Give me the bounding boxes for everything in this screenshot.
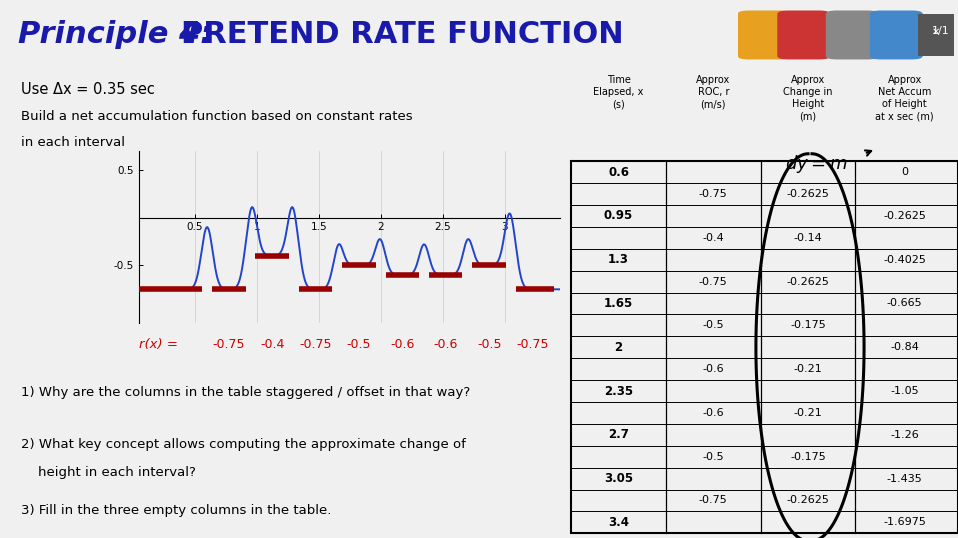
Text: -1.6975: -1.6975 <box>883 518 926 527</box>
Text: $dy = m$: $dy = m$ <box>785 153 847 174</box>
FancyBboxPatch shape <box>777 11 831 60</box>
FancyBboxPatch shape <box>826 11 878 60</box>
Text: 0: 0 <box>901 167 908 177</box>
Text: -0.4: -0.4 <box>260 338 285 351</box>
Text: -0.5: -0.5 <box>702 320 724 330</box>
Text: r(x) =: r(x) = <box>139 338 182 351</box>
Text: Approx
ROC, r
(m/s): Approx ROC, r (m/s) <box>696 75 730 109</box>
Text: -0.6: -0.6 <box>390 338 415 351</box>
Text: -0.75: -0.75 <box>699 495 728 506</box>
Text: -0.665: -0.665 <box>887 299 923 308</box>
Text: height in each interval?: height in each interval? <box>21 466 195 479</box>
Text: -0.21: -0.21 <box>793 364 822 374</box>
Text: 0.95: 0.95 <box>604 209 633 222</box>
Text: PRETEND RATE FUNCTION: PRETEND RATE FUNCTION <box>181 20 624 49</box>
Text: -0.5: -0.5 <box>477 338 501 351</box>
Text: -0.175: -0.175 <box>790 320 826 330</box>
Text: Use Δx = 0.35 sec: Use Δx = 0.35 sec <box>21 82 155 97</box>
Text: -0.2625: -0.2625 <box>883 211 926 221</box>
Text: -0.6: -0.6 <box>702 364 724 374</box>
Text: -0.175: -0.175 <box>790 452 826 462</box>
Text: 0.6: 0.6 <box>608 166 629 179</box>
Text: -1.05: -1.05 <box>890 386 919 396</box>
Text: -0.2625: -0.2625 <box>787 277 830 287</box>
Text: 2.7: 2.7 <box>608 428 629 441</box>
Text: Approx
Change in
Height
(m): Approx Change in Height (m) <box>784 75 833 122</box>
Text: -0.4025: -0.4025 <box>883 254 926 265</box>
Text: -0.75: -0.75 <box>516 338 549 351</box>
Text: -1.26: -1.26 <box>890 430 919 440</box>
Text: 2: 2 <box>614 341 623 354</box>
Text: -0.75: -0.75 <box>213 338 245 351</box>
FancyBboxPatch shape <box>870 11 923 60</box>
Text: Build a net accumulation function based on constant rates: Build a net accumulation function based … <box>21 110 413 123</box>
Text: 3) Fill in the three empty columns in the table.: 3) Fill in the three empty columns in th… <box>21 504 331 516</box>
Text: 1) Why are the columns in the table staggered / offset in that way?: 1) Why are the columns in the table stag… <box>21 386 470 400</box>
Text: 1/1: 1/1 <box>931 26 949 37</box>
Text: Approx
Net Accum
of Height
at x sec (m): Approx Net Accum of Height at x sec (m) <box>876 75 934 122</box>
Text: -0.5: -0.5 <box>347 338 371 351</box>
Text: 2) What key concept allows computing the approximate change of: 2) What key concept allows computing the… <box>21 438 466 451</box>
Text: 1.3: 1.3 <box>608 253 629 266</box>
Text: -0.6: -0.6 <box>702 408 724 418</box>
Text: 3.05: 3.05 <box>604 472 633 485</box>
Text: Principle 4:: Principle 4: <box>18 20 234 49</box>
Text: -0.5: -0.5 <box>702 452 724 462</box>
Text: 3.4: 3.4 <box>608 516 629 529</box>
FancyBboxPatch shape <box>738 11 790 60</box>
Bar <box>571 161 958 533</box>
Text: Time
Elapsed, x
(s): Time Elapsed, x (s) <box>593 75 644 109</box>
Text: -0.6: -0.6 <box>434 338 458 351</box>
Text: -0.4: -0.4 <box>702 233 724 243</box>
Text: -0.84: -0.84 <box>890 342 919 352</box>
FancyBboxPatch shape <box>919 14 953 56</box>
Text: -1.435: -1.435 <box>887 473 923 484</box>
Text: -0.2625: -0.2625 <box>787 495 830 506</box>
Text: -0.2625: -0.2625 <box>787 189 830 199</box>
Text: -0.75: -0.75 <box>299 338 331 351</box>
Text: 2.35: 2.35 <box>604 385 633 398</box>
Text: -0.21: -0.21 <box>793 408 822 418</box>
Text: 1.65: 1.65 <box>604 297 633 310</box>
Text: ✕: ✕ <box>932 26 940 37</box>
Text: in each interval: in each interval <box>21 136 125 149</box>
Text: -0.14: -0.14 <box>793 233 822 243</box>
Text: -0.75: -0.75 <box>699 277 728 287</box>
Text: -0.75: -0.75 <box>699 189 728 199</box>
